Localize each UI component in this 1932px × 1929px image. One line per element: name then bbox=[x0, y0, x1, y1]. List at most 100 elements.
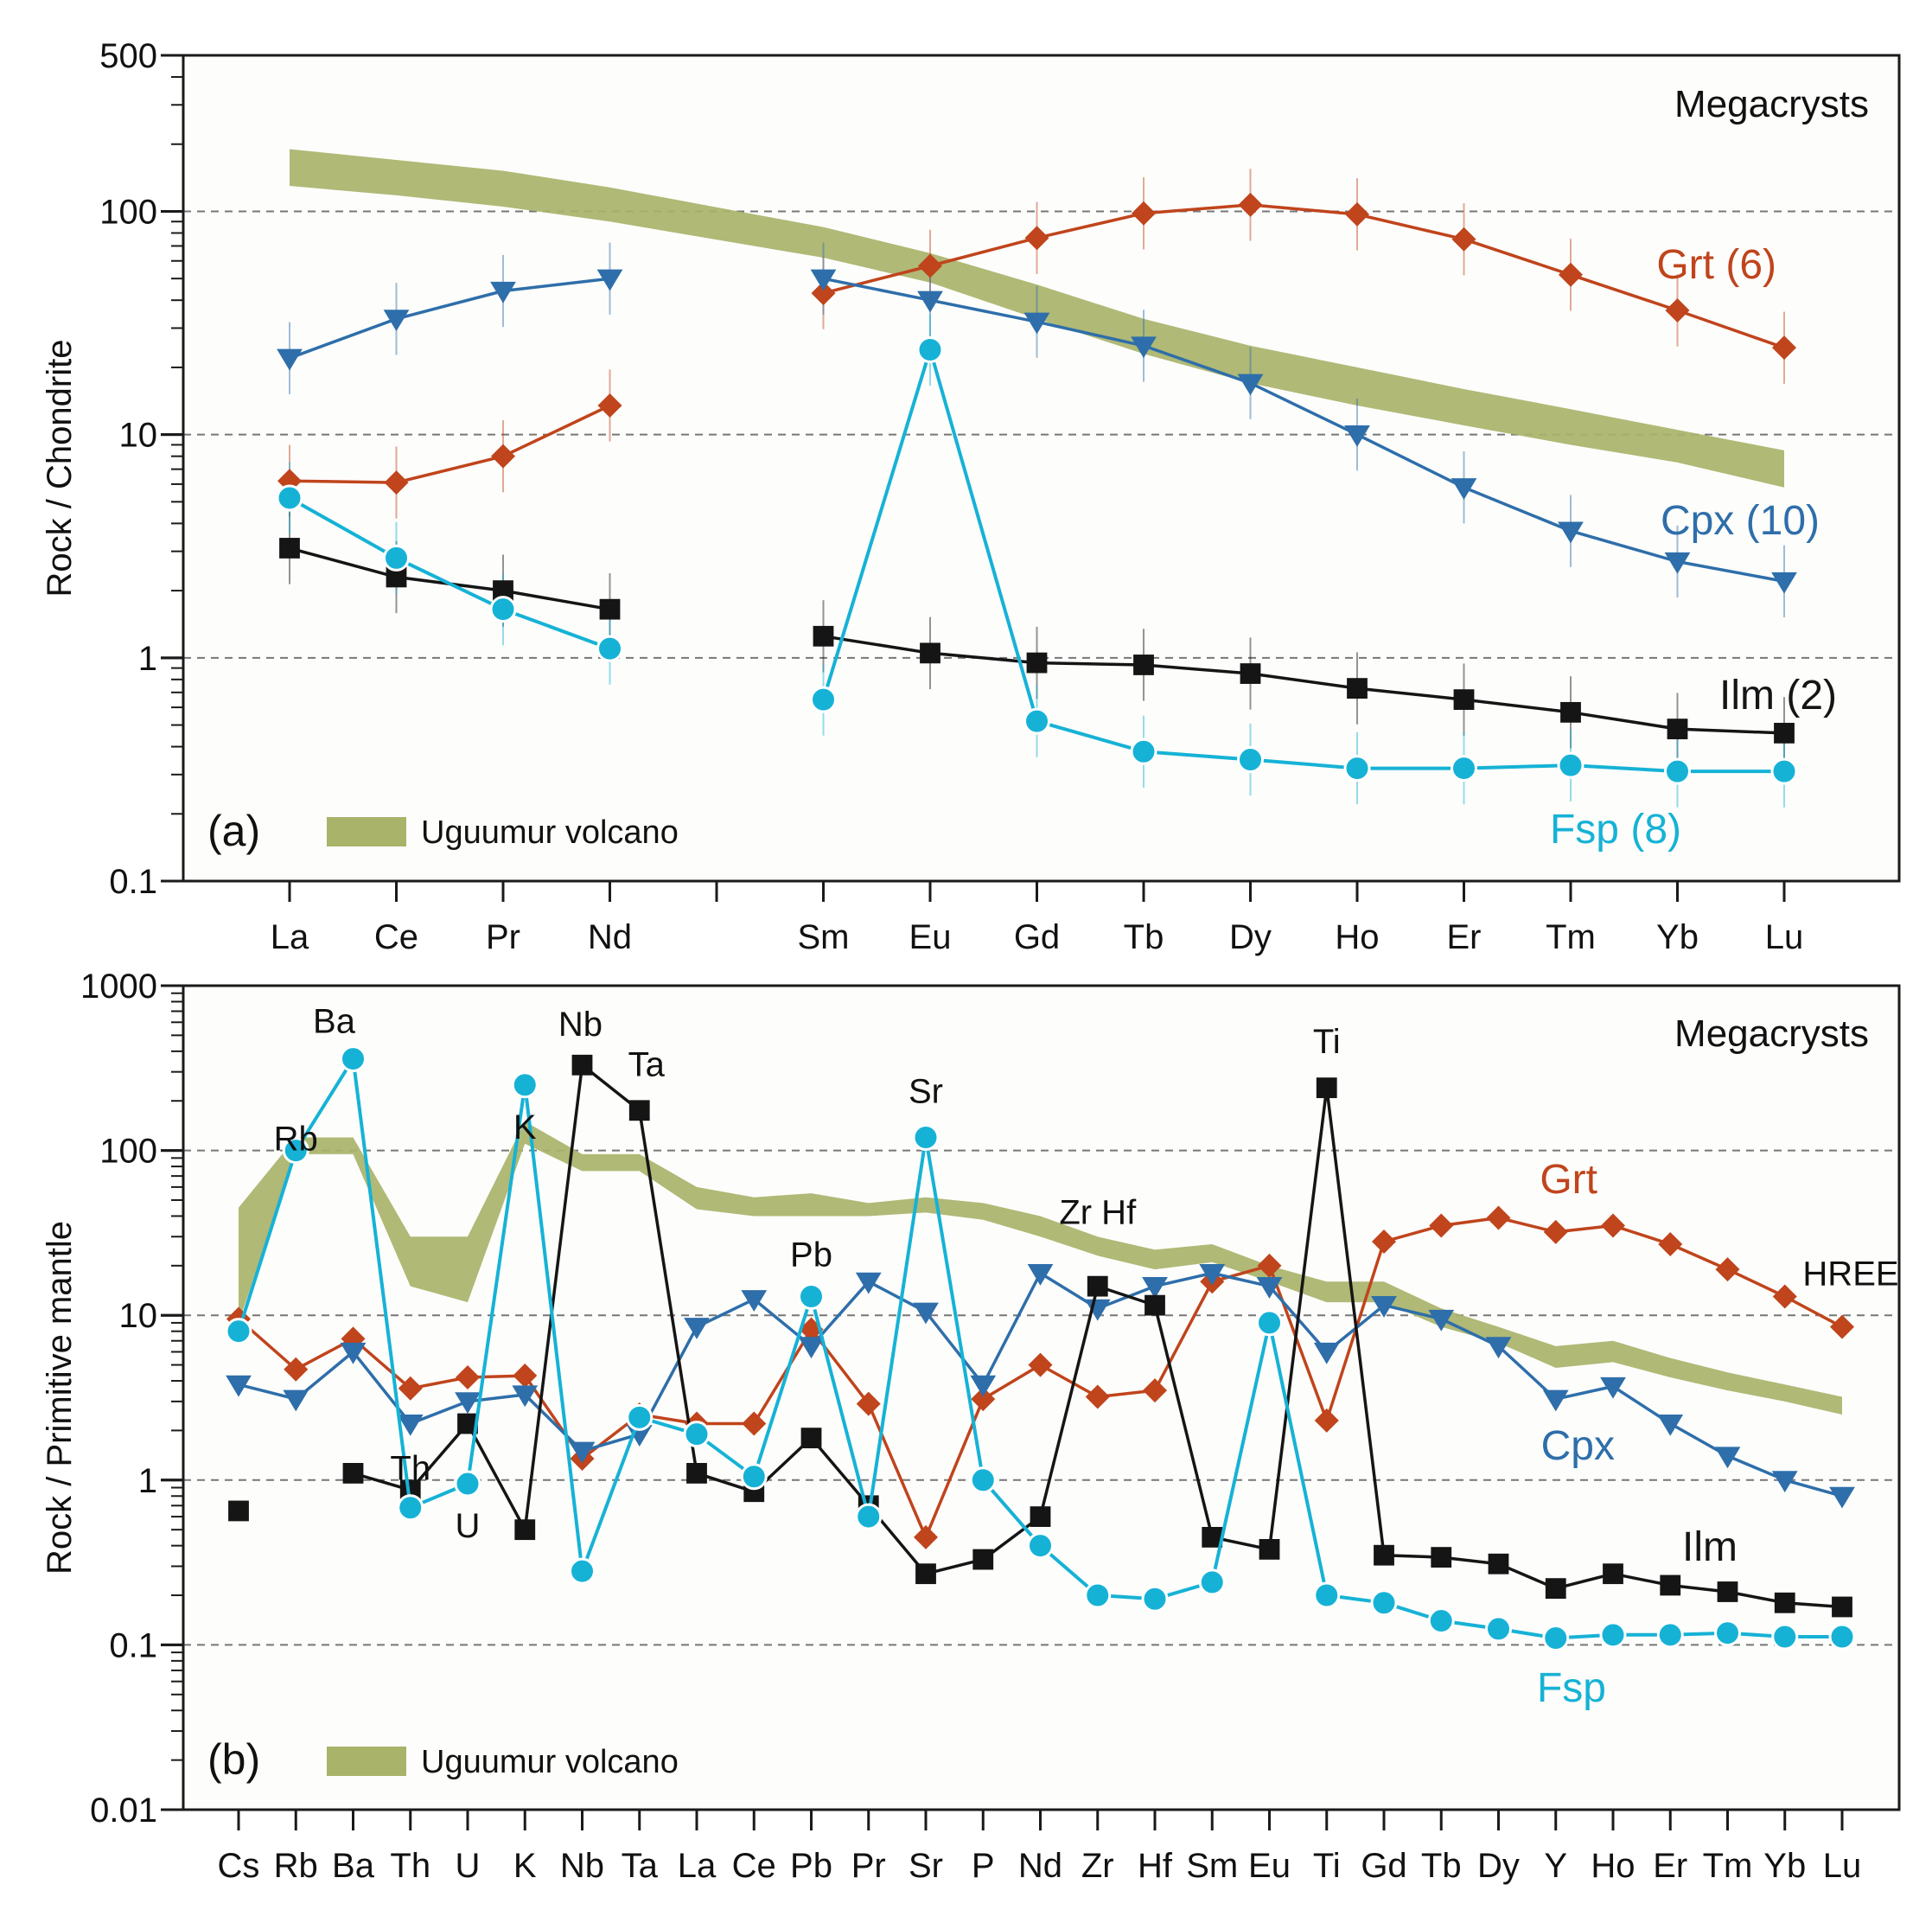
fsp-point bbox=[1664, 757, 1691, 785]
ilm-point bbox=[628, 1100, 650, 1121]
grt-point bbox=[1132, 201, 1156, 226]
x-tick-label: Eu bbox=[909, 918, 952, 956]
element-annotation: HREE bbox=[1802, 1255, 1898, 1293]
fsp-series-label: Fsp (8) bbox=[1550, 807, 1681, 853]
grt-point bbox=[597, 393, 622, 418]
ilm-point bbox=[342, 1463, 364, 1484]
grt-point bbox=[284, 1357, 309, 1382]
ilm-point bbox=[972, 1549, 994, 1570]
fsp-point bbox=[1084, 1581, 1112, 1609]
fsp-point bbox=[626, 1403, 654, 1431]
plot-area bbox=[183, 986, 1899, 1810]
series-ilm bbox=[279, 538, 1795, 744]
cpx-point bbox=[1199, 1263, 1226, 1286]
cpx-point bbox=[1027, 1263, 1054, 1286]
cpx-point bbox=[1344, 425, 1370, 447]
fsp-point bbox=[511, 1071, 539, 1099]
x-tick-label: Er bbox=[1447, 918, 1482, 956]
cpx-point bbox=[1371, 1296, 1397, 1318]
ilm-point bbox=[920, 642, 940, 664]
fsp-point bbox=[225, 1318, 252, 1345]
ilm-point bbox=[1133, 655, 1154, 675]
element-annotation: Zr Hf bbox=[1059, 1194, 1137, 1232]
fsp-point bbox=[276, 484, 303, 512]
fsp-point bbox=[1599, 1621, 1627, 1649]
cpx-point bbox=[810, 269, 837, 291]
element-annotation: Th bbox=[390, 1450, 430, 1488]
fsp-point bbox=[1141, 1585, 1169, 1613]
cpx-point bbox=[1657, 1414, 1684, 1436]
cpx-point bbox=[283, 1389, 309, 1412]
x-tick-label: Zr bbox=[1081, 1847, 1114, 1885]
grt-point bbox=[1024, 226, 1049, 251]
series-fsp bbox=[225, 1045, 1856, 1652]
cpx-point bbox=[741, 1290, 768, 1313]
fsp-point bbox=[489, 596, 517, 623]
grt-point bbox=[1658, 1231, 1683, 1256]
ilm-point bbox=[457, 1413, 478, 1434]
cpx-point bbox=[1558, 521, 1584, 544]
x-tick-label: Yb bbox=[1763, 1847, 1806, 1885]
y-tick-label: 1000 bbox=[80, 968, 157, 1006]
ilm-point bbox=[1545, 1578, 1566, 1600]
ilm-point bbox=[1316, 1077, 1337, 1099]
x-tick-label: Pr bbox=[851, 1847, 886, 1885]
y-axis: 0.1 1 10 100 500 bbox=[99, 37, 183, 901]
fsp-point bbox=[340, 1045, 367, 1073]
cpx-point bbox=[1600, 1376, 1626, 1399]
cpx-point bbox=[512, 1385, 539, 1408]
grt-point bbox=[1559, 262, 1583, 287]
fsp-point bbox=[912, 1124, 940, 1152]
fsp-point bbox=[569, 1557, 596, 1585]
cpx-point bbox=[226, 1375, 252, 1397]
grt-point bbox=[491, 444, 515, 469]
ilm-point bbox=[1774, 1592, 1795, 1613]
grt-point bbox=[914, 1524, 938, 1549]
ilm-point bbox=[1488, 1553, 1509, 1574]
x-tick-label: La bbox=[678, 1847, 717, 1885]
ilm-point bbox=[228, 1500, 249, 1522]
element-annotation: Ba bbox=[313, 1003, 356, 1041]
x-tick-label: Ti bbox=[1313, 1847, 1341, 1885]
x-tick-label: Sr bbox=[909, 1847, 943, 1885]
fsp-point bbox=[1198, 1568, 1226, 1596]
grt-point bbox=[1143, 1378, 1167, 1403]
fsp-point bbox=[454, 1470, 481, 1498]
cpx-point bbox=[913, 1302, 939, 1325]
cpx-point bbox=[855, 1272, 882, 1294]
x-tick-label: Dy bbox=[1477, 1847, 1520, 1885]
grt-point bbox=[1257, 1253, 1282, 1278]
x-tick-label: Tb bbox=[1421, 1847, 1462, 1885]
ilm-point bbox=[1774, 722, 1795, 744]
ilm-point bbox=[1202, 1526, 1223, 1548]
ilm-point bbox=[1660, 1574, 1681, 1596]
x-tick-label: Er bbox=[1653, 1847, 1687, 1885]
fsp-point bbox=[1130, 738, 1157, 765]
fsp-point bbox=[1370, 1589, 1398, 1617]
grt-point bbox=[918, 253, 942, 278]
fsp-point bbox=[1770, 757, 1798, 785]
grt-line bbox=[289, 203, 1785, 484]
fsp-point bbox=[740, 1463, 768, 1491]
panel-b: Grt Cpx Ilm Fsp 0.01 0.1 1 10 100 1000 Rock / Prim… bbox=[41, 968, 1901, 1885]
cpx-point bbox=[455, 1392, 481, 1415]
y-tick-label: 0.1 bbox=[109, 1626, 157, 1664]
corner-title: Megacrysts bbox=[1674, 1012, 1869, 1055]
cpx-point bbox=[1771, 572, 1797, 594]
panel-a: Grt (6) Cpx (10) Ilm (2) Fsp (8) 0.1 1 10 100 50… bbox=[41, 37, 1901, 956]
grt-point bbox=[1715, 1257, 1740, 1282]
x-tick-label: Cs bbox=[218, 1847, 260, 1885]
element-annotation: Nb bbox=[558, 1006, 603, 1044]
fsp-point bbox=[282, 1137, 309, 1165]
grt-series-label: Grt bbox=[1540, 1157, 1597, 1203]
ilm-point bbox=[399, 1479, 421, 1501]
cpx-point bbox=[1451, 478, 1477, 500]
y-tick-label: 10 bbox=[119, 417, 158, 455]
y-axis-label: Rock / Chondrite bbox=[41, 340, 79, 597]
ilm-point bbox=[599, 598, 621, 620]
cpx-point bbox=[1664, 552, 1691, 574]
cpx-point bbox=[1237, 374, 1264, 396]
fsp-point bbox=[1451, 755, 1477, 782]
grt-point bbox=[398, 1376, 423, 1401]
cpx-point bbox=[798, 1337, 825, 1359]
